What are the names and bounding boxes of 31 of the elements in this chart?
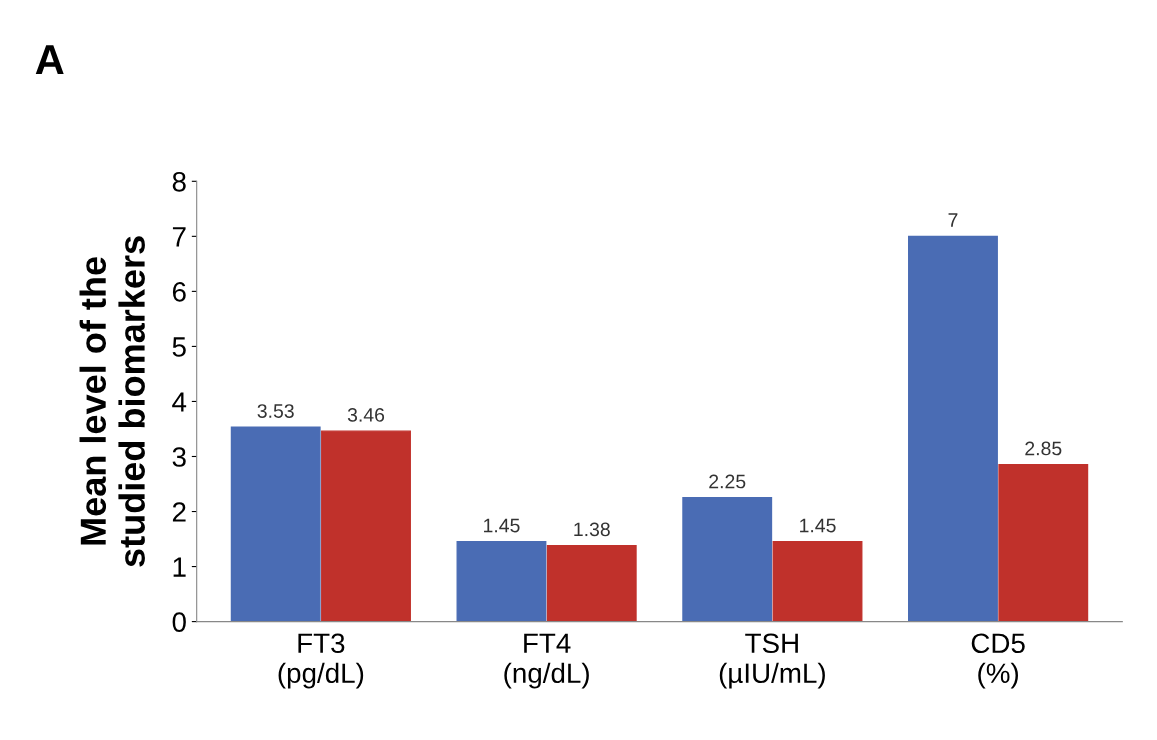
data-label: 1.45 — [484, 518, 520, 533]
data-label: 1.38 — [574, 522, 610, 537]
y-tick-label: 5 — [172, 337, 186, 357]
y-tick-label: 1 — [173, 557, 186, 577]
bar — [546, 544, 637, 622]
data-label: 3.46 — [347, 408, 385, 422]
bar — [682, 497, 773, 622]
bar — [998, 464, 1089, 622]
y-tick-label: 2 — [172, 502, 186, 522]
bar — [908, 235, 998, 622]
data-label: 7 — [948, 213, 958, 227]
y-tick-label: 4 — [172, 392, 187, 412]
data-label: 1.45 — [800, 518, 836, 533]
bar — [456, 541, 547, 622]
y-tick-label: 0 — [172, 612, 186, 632]
data-label: 2.25 — [709, 474, 746, 489]
data-label: 2.85 — [1025, 441, 1062, 456]
y-tick-label: 7 — [172, 227, 186, 247]
text: A — [35, 45, 64, 74]
y-tick-label: 8 — [172, 171, 186, 192]
y-axis-title: Mean level of the studied biomarkers — [79, 236, 145, 567]
y-tick-label: 3 — [172, 447, 186, 467]
bar — [321, 430, 411, 622]
x-tick-label: CD5 (%) — [971, 633, 1025, 689]
bar — [772, 541, 863, 622]
bar — [230, 426, 321, 622]
x-tick-label: FT3 (pg/dL) — [278, 633, 364, 689]
y-tick-label: 6 — [172, 282, 186, 302]
x-tick-label: FT4 (ng/dL) — [504, 633, 589, 689]
x-tick-label: TSH (µIU/mL) — [719, 633, 825, 689]
data-label: 3.53 — [257, 404, 294, 418]
